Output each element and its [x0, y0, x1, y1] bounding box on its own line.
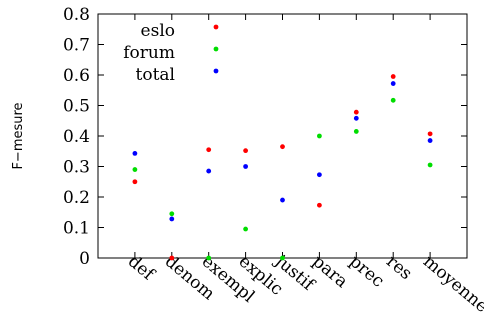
point-eslo [243, 148, 249, 154]
point-total [427, 138, 433, 143]
point-total [243, 164, 249, 169]
point-forum [353, 129, 359, 134]
point-forum [243, 226, 249, 232]
point-eslo [169, 255, 175, 261]
point-total [132, 150, 138, 156]
legend-label-eslo: eslo [141, 21, 175, 41]
point-eslo [280, 144, 285, 150]
point-forum [317, 133, 322, 139]
y-ticks: 0 0.1 0.2 0.3 0.4 0.5 0.6 0.7 0.8 [63, 5, 467, 269]
point-eslo [427, 131, 433, 137]
legend-label-forum: forum [123, 43, 175, 63]
point-total [280, 197, 285, 203]
point-forum [427, 162, 433, 168]
point-total [169, 216, 175, 222]
point-forum [169, 211, 175, 217]
point-forum [280, 255, 285, 261]
legend-marker-forum [213, 46, 219, 52]
x-tick-label: def [124, 252, 159, 286]
y-tick-label: 0.2 [63, 188, 90, 208]
legend-marker-total [213, 68, 219, 74]
y-tick-label: 0.8 [63, 5, 90, 25]
x-tick-label: res [382, 252, 415, 285]
y-tick-label: 0.7 [63, 36, 90, 56]
point-forum [390, 97, 396, 103]
data-points [132, 74, 433, 261]
y-tick-label: 0.1 [63, 219, 90, 239]
point-forum [132, 167, 138, 172]
point-eslo [390, 74, 396, 79]
point-eslo [317, 202, 322, 208]
y-tick-label: 0 [79, 249, 90, 269]
point-eslo [353, 109, 359, 115]
y-tick-label: 0.6 [63, 66, 90, 86]
point-total [317, 172, 322, 178]
point-total [390, 81, 396, 86]
point-eslo [132, 179, 138, 185]
legend-marker-eslo [213, 24, 219, 30]
point-total [353, 115, 359, 121]
point-eslo [206, 147, 212, 153]
y-tick-label: 0.4 [63, 127, 90, 147]
point-total [206, 168, 212, 174]
y-tick-label: 0.3 [63, 158, 90, 178]
legend-label-total: total [136, 65, 175, 85]
x-tick-label: moyenne [419, 252, 484, 317]
y-axis-label: F−mesure [11, 102, 26, 169]
y-tick-label: 0.5 [63, 97, 90, 117]
point-forum [206, 255, 212, 261]
